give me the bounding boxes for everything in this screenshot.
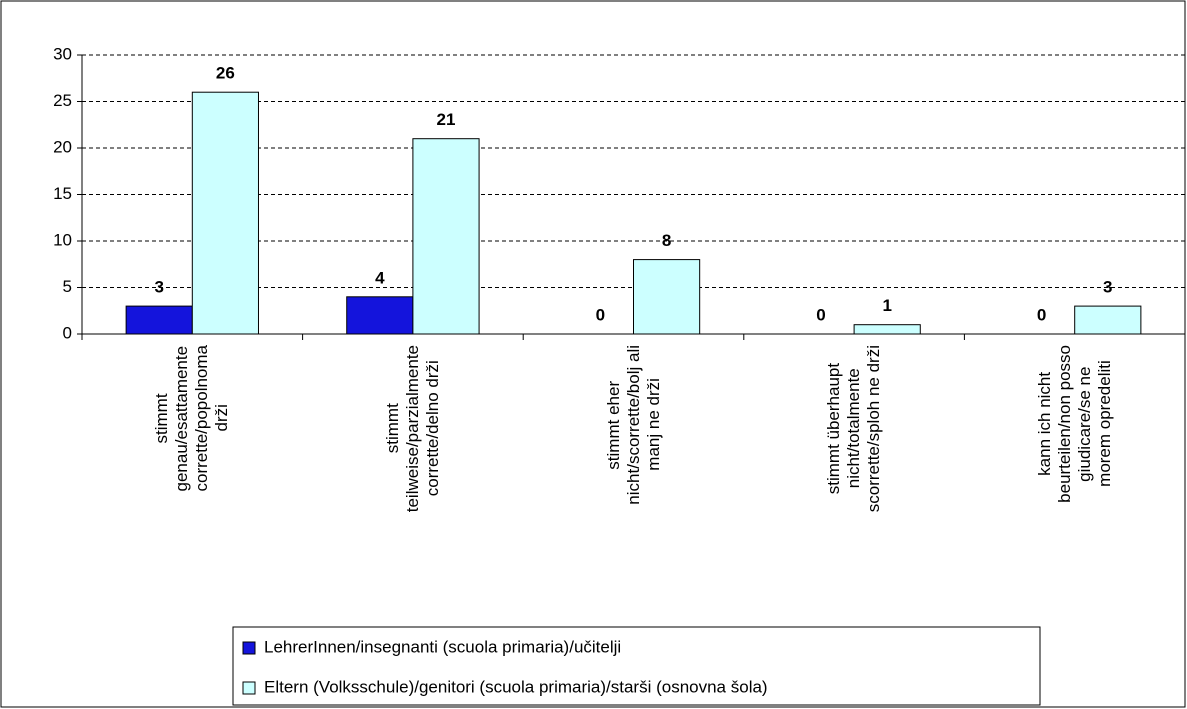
- bar: [633, 259, 701, 335]
- x-tick-label: stimmt eher nicht/scorrette/bolj ali man…: [603, 345, 663, 505]
- x-tick-label: stimmt genau/esattamente corrette/popoln…: [152, 345, 232, 492]
- legend-swatch: [242, 681, 256, 695]
- y-tick-label: 20: [53, 137, 72, 156]
- y-tick-label: 25: [53, 91, 72, 110]
- bar: [1074, 305, 1142, 335]
- bar: [853, 324, 921, 335]
- data-label: 26: [216, 64, 235, 83]
- data-label: 4: [375, 268, 385, 287]
- data-label: 3: [1103, 278, 1112, 297]
- bar: [191, 91, 259, 335]
- legend-label: LehrerInnen/insegnanti (scuola primaria)…: [264, 637, 621, 656]
- bar: [125, 305, 193, 335]
- data-label: 0: [816, 305, 825, 324]
- data-label: 0: [1037, 305, 1046, 324]
- y-tick-label: 5: [63, 277, 72, 296]
- bar: [412, 138, 480, 335]
- data-label: 0: [596, 305, 605, 324]
- data-label: 1: [882, 296, 891, 315]
- data-label: 21: [437, 110, 456, 129]
- y-tick-label: 10: [53, 230, 72, 249]
- data-label: 3: [154, 278, 163, 297]
- legend-label: Eltern (Volksschule)/genitori (scuola pr…: [264, 677, 768, 696]
- x-tick-label: stimmt überhaupt nicht/totalmente scorre…: [824, 345, 884, 513]
- x-tick-label: kann ich nicht beurteilen/non posso giud…: [1034, 345, 1114, 503]
- y-tick-label: 0: [63, 323, 72, 342]
- y-tick-label: 30: [53, 44, 72, 63]
- legend-swatch: [242, 641, 256, 655]
- y-tick-label: 15: [53, 184, 72, 203]
- legend-box: [232, 626, 1041, 706]
- x-tick-label: stimmt teilweise/parzialmente corrette/d…: [382, 345, 442, 513]
- data-label: 8: [662, 231, 671, 250]
- bar: [346, 296, 414, 335]
